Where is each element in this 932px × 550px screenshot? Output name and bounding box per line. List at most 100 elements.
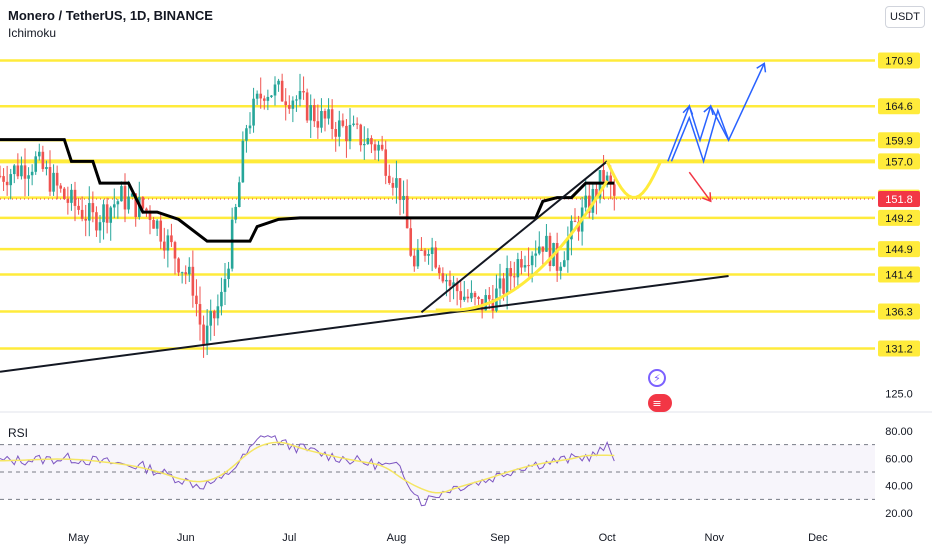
candle-body <box>330 109 334 130</box>
level-label: 164.6 <box>885 101 913 113</box>
candle-body <box>380 144 384 150</box>
candle-body <box>62 188 66 200</box>
candle-body <box>541 246 545 252</box>
candle-body <box>509 268 513 277</box>
candle-body <box>102 204 105 223</box>
candle-body <box>55 172 59 186</box>
candle-body <box>41 151 45 170</box>
candle-body <box>123 186 127 210</box>
candle-body <box>387 175 391 183</box>
x-axis-label: Aug <box>387 532 407 544</box>
candle-body <box>477 297 480 299</box>
candle-body <box>220 291 223 307</box>
projection-arrowhead <box>682 104 694 115</box>
candle-body <box>327 109 330 119</box>
candle-body <box>120 186 123 202</box>
indicator-label[interactable]: Ichimoku <box>8 26 57 40</box>
x-axis-label: Oct <box>599 532 616 544</box>
candle-body <box>291 100 295 109</box>
candle-body <box>127 196 130 210</box>
x-axis-label: Jun <box>177 532 195 544</box>
level-label: 159.9 <box>885 135 913 147</box>
candle-body <box>205 325 209 346</box>
candle-body <box>516 259 520 278</box>
candle-body <box>198 304 202 325</box>
candle-body <box>345 125 348 142</box>
candle-body <box>30 171 34 176</box>
projection-arrowhead <box>703 104 714 116</box>
candle-body <box>487 295 491 300</box>
candle-body <box>130 193 134 197</box>
candle-body <box>605 175 609 182</box>
candle-body <box>27 175 30 179</box>
candle-body <box>223 279 227 292</box>
lightning-icon[interactable]: ⚡ <box>648 369 666 387</box>
level-label: 149.2 <box>885 213 913 225</box>
candle-body <box>145 208 148 211</box>
candle-body <box>141 197 145 209</box>
rsi-tick-label: 60.00 <box>885 453 913 465</box>
candle-body <box>427 253 430 256</box>
candle-body <box>45 167 48 170</box>
candle-body <box>370 138 373 145</box>
candle-body <box>512 276 516 278</box>
level-label: 131.2 <box>885 344 913 356</box>
candle-body <box>309 105 313 121</box>
candle-body <box>48 167 52 192</box>
level-label-bg <box>878 340 920 357</box>
candle-body <box>537 246 541 254</box>
rsi-ma-line <box>0 441 615 494</box>
candle-body <box>548 235 552 267</box>
candle-body <box>520 259 523 268</box>
candle-body <box>227 268 230 280</box>
level-label-bg <box>878 153 920 170</box>
candle-body <box>573 220 577 222</box>
level-label: 141.4 <box>885 270 913 282</box>
level-label-bg <box>878 303 920 320</box>
rsi-tick-label: 80.00 <box>885 426 913 438</box>
candle-body <box>77 205 80 210</box>
x-axis-label: Nov <box>705 532 725 544</box>
candle-body <box>341 120 345 126</box>
candle-body <box>173 242 177 259</box>
candle-body <box>9 174 13 186</box>
candle-body <box>462 296 466 300</box>
candle-body <box>305 92 309 121</box>
candle-body <box>66 199 70 203</box>
candle-body <box>420 249 423 251</box>
candle-body <box>162 241 166 251</box>
candle-body <box>180 272 184 274</box>
candle-body <box>445 279 448 282</box>
candle-body <box>209 311 213 326</box>
rsi-label[interactable]: RSI <box>8 426 29 440</box>
candle-body <box>562 260 566 267</box>
candle-body <box>295 99 298 101</box>
candle-body <box>612 184 616 196</box>
level-label-bg <box>878 266 920 283</box>
candle-body <box>80 209 84 219</box>
candle-body <box>534 253 538 256</box>
candle-body <box>566 239 570 261</box>
candle-body <box>252 98 255 126</box>
candle-body <box>241 140 245 183</box>
candle-body <box>491 299 495 311</box>
candle-body <box>302 91 305 93</box>
candle-body <box>2 176 5 182</box>
y-tick-label: 125.0 <box>885 388 913 400</box>
candle-body <box>112 204 116 208</box>
us-flag-icon[interactable]: ≡ <box>648 394 666 412</box>
candle-body <box>359 124 363 146</box>
currency-button[interactable]: USDT <box>885 6 925 28</box>
level-label-bg <box>878 52 920 69</box>
candle-body <box>245 128 248 141</box>
candle-body <box>98 222 102 231</box>
candle-body <box>259 93 263 99</box>
candle-body <box>409 228 413 256</box>
candle-body <box>355 123 359 125</box>
candle-body <box>595 188 598 198</box>
candle-body <box>423 250 427 256</box>
candle-body <box>105 204 109 223</box>
candle-body <box>116 201 120 205</box>
candle-body <box>452 282 455 286</box>
